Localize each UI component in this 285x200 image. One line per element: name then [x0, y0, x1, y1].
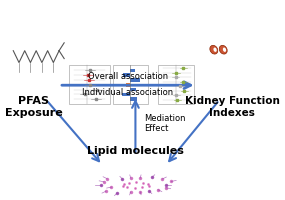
Ellipse shape	[223, 48, 226, 52]
Bar	[123, 73, 130, 77]
Text: Lipid molecules: Lipid molecules	[87, 146, 184, 156]
Bar	[130, 97, 137, 101]
Ellipse shape	[210, 45, 218, 54]
Text: Overall association: Overall association	[88, 72, 168, 81]
FancyBboxPatch shape	[113, 64, 148, 104]
Text: Individual association: Individual association	[82, 88, 173, 97]
Text: Kidney Function
Indexes: Kidney Function Indexes	[185, 96, 280, 118]
FancyBboxPatch shape	[69, 64, 110, 104]
Ellipse shape	[213, 48, 217, 52]
Ellipse shape	[219, 45, 227, 54]
Bar	[130, 69, 135, 72]
Text: Mediation
Effect: Mediation Effect	[144, 114, 186, 133]
FancyBboxPatch shape	[158, 64, 194, 104]
Bar	[130, 88, 136, 91]
Bar	[130, 78, 140, 82]
Text: PFAS
Exposure: PFAS Exposure	[5, 96, 62, 118]
Bar	[126, 83, 130, 87]
Bar	[122, 93, 130, 96]
